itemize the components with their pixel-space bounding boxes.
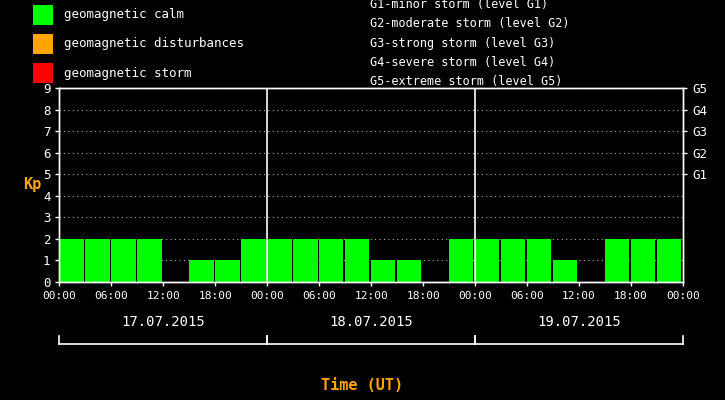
Bar [112, 239, 136, 282]
Bar [189, 260, 214, 282]
Bar [268, 239, 291, 282]
Bar [683, 217, 707, 282]
Bar [33, 63, 53, 83]
Text: 19.07.2015: 19.07.2015 [537, 315, 621, 329]
Bar [657, 239, 682, 282]
Bar [501, 239, 526, 282]
Bar [475, 239, 500, 282]
Bar [631, 239, 655, 282]
Bar [527, 239, 551, 282]
Bar [605, 239, 629, 282]
Text: Time (UT): Time (UT) [321, 378, 404, 393]
Bar [397, 260, 421, 282]
Text: G1-minor storm (level G1): G1-minor storm (level G1) [370, 0, 548, 11]
Bar [59, 239, 83, 282]
Bar [137, 239, 162, 282]
Text: G5-extreme storm (level G5): G5-extreme storm (level G5) [370, 75, 562, 88]
Text: geomagnetic disturbances: geomagnetic disturbances [64, 38, 244, 50]
Bar [319, 239, 344, 282]
Text: 17.07.2015: 17.07.2015 [122, 315, 205, 329]
Text: G4-severe storm (level G4): G4-severe storm (level G4) [370, 56, 555, 69]
Text: G3-strong storm (level G3): G3-strong storm (level G3) [370, 37, 555, 50]
Bar [86, 239, 109, 282]
Text: geomagnetic storm: geomagnetic storm [64, 66, 191, 80]
Bar [215, 260, 239, 282]
Bar [33, 5, 53, 25]
Bar [449, 239, 473, 282]
Y-axis label: Kp: Kp [22, 178, 41, 192]
Text: geomagnetic calm: geomagnetic calm [64, 8, 184, 22]
Bar [553, 260, 577, 282]
Bar [371, 260, 395, 282]
Bar [33, 34, 53, 54]
Bar [293, 239, 318, 282]
Bar [345, 239, 370, 282]
Text: G2-moderate storm (level G2): G2-moderate storm (level G2) [370, 17, 569, 30]
Bar [241, 239, 265, 282]
Text: 18.07.2015: 18.07.2015 [329, 315, 413, 329]
